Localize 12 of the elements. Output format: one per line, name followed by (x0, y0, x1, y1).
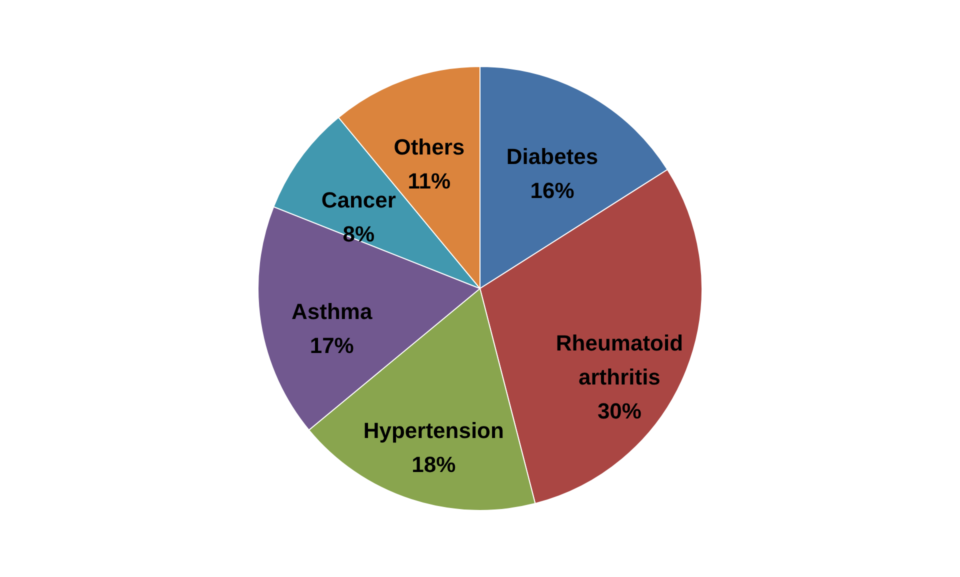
data-label: 17% (310, 332, 354, 358)
slice-label: Asthma (292, 298, 373, 324)
data-label: 8% (342, 221, 375, 246)
slice-label: Diabetes (506, 144, 598, 170)
slice-label: Cancer (321, 187, 396, 212)
slice-label: Hypertension (363, 418, 504, 444)
slice-label: Others (394, 134, 465, 160)
data-label: 18% (412, 452, 456, 478)
slice-label: Rheumatoid arthritis (556, 330, 684, 390)
data-label: 30% (597, 398, 642, 424)
data-label: 16% (530, 178, 574, 204)
data-label: 11% (408, 168, 451, 194)
